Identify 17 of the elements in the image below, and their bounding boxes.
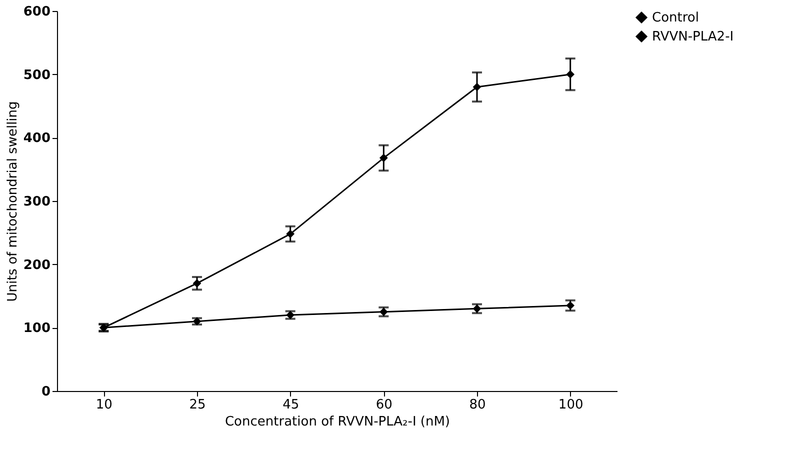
y-tick-label: 0 bbox=[41, 384, 50, 400]
y-axis-title: Units of mitochondrial swelling bbox=[5, 101, 20, 302]
y-tick-label: 400 bbox=[23, 131, 50, 146]
x-tick-label: 10 bbox=[96, 398, 112, 412]
y-tick-label: 600 bbox=[23, 4, 50, 20]
y-tick-label: 500 bbox=[23, 68, 50, 83]
y-tick-label: 300 bbox=[23, 194, 50, 210]
legend-label: Control bbox=[652, 10, 699, 26]
x-axis-title: Concentration of RVVN-PLA₂-I (nM) bbox=[224, 414, 450, 430]
y-tick-label: 200 bbox=[23, 258, 50, 273]
legend-label: RVVN-PLA2-I bbox=[652, 30, 734, 44]
y-tick-label: 100 bbox=[23, 321, 50, 336]
x-tick-label: 60 bbox=[376, 398, 392, 412]
x-tick-label: 25 bbox=[189, 398, 206, 412]
x-tick-label: 80 bbox=[469, 398, 486, 412]
x-tick-label: 100 bbox=[558, 398, 584, 412]
x-tick-label: 45 bbox=[282, 398, 300, 412]
